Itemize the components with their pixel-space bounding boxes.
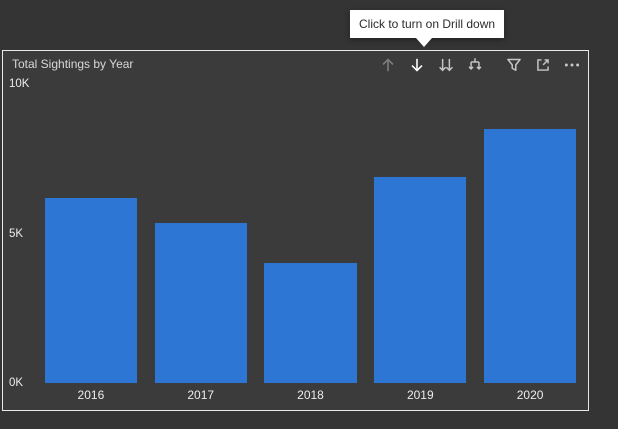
bar-2018[interactable]: [264, 263, 357, 383]
bar-2016[interactable]: [44, 197, 137, 383]
x-axis-label: 2017: [187, 388, 215, 402]
bar-2019[interactable]: [374, 176, 467, 383]
y-axis-tick-label: 0K: [9, 377, 24, 389]
bar-group: 2020: [475, 84, 585, 402]
bar-group: 2018: [256, 84, 366, 402]
visual-title: Total Sightings by Year: [12, 57, 134, 71]
bar-group: 2017: [146, 84, 256, 402]
go-to-next-level-icon[interactable]: [437, 56, 455, 74]
visual-toolbar: [379, 56, 581, 74]
drill-up-icon[interactable]: [379, 56, 397, 74]
focus-mode-icon[interactable]: [534, 56, 552, 74]
more-options-icon[interactable]: [563, 56, 581, 74]
filter-icon[interactable]: [505, 56, 523, 74]
expand-all-icon[interactable]: [466, 56, 484, 74]
bar-2020[interactable]: [483, 128, 577, 383]
x-axis-label: 2016: [77, 388, 105, 402]
bar-group: 2016: [36, 84, 146, 402]
x-axis-label: 2020: [516, 388, 544, 402]
bar-group: 2019: [365, 84, 475, 402]
y-axis-tick-label: 10K: [9, 78, 30, 90]
bar-chart-visual[interactable]: Total Sightings by Year: [2, 50, 589, 411]
drill-tooltip-text: Click to turn on Drill down: [359, 17, 496, 31]
bar-2017[interactable]: [154, 223, 247, 383]
drill-tooltip: Click to turn on Drill down: [350, 10, 505, 47]
tooltip-caret-icon: [416, 38, 432, 47]
y-axis-tick-label: 5K: [9, 227, 24, 240]
drill-down-icon[interactable]: [408, 56, 426, 74]
bars-container: 2016 2017 2018 2019 2020: [36, 84, 585, 402]
x-axis-label: 2019: [406, 388, 434, 402]
y-axis: 0K 5K 10K: [9, 78, 35, 389]
x-axis-label: 2018: [297, 388, 324, 402]
plot-area: 0K 5K 10K 2016 2017 2018 2019 2020: [9, 78, 585, 402]
